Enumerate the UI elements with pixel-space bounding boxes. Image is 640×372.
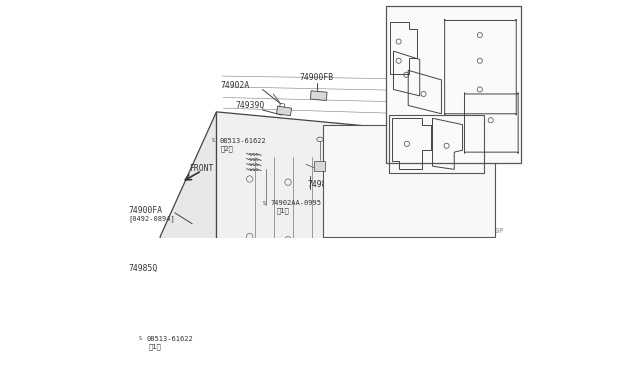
Text: 08513-61622: 08513-61622 <box>219 138 266 144</box>
Text: 74939Q: 74939Q <box>236 101 265 110</box>
Polygon shape <box>216 112 434 342</box>
Text: 74986M: 74986M <box>307 180 337 189</box>
Text: 〈1〉: 〈1〉 <box>276 208 289 214</box>
Text: 74900F: 74900F <box>402 149 431 158</box>
Text: 74900FB: 74900FB <box>300 74 333 83</box>
Text: 08513-61622: 08513-61622 <box>146 336 193 342</box>
Text: RF900P: RF900P <box>479 228 504 234</box>
Text: 74902F: 74902F <box>402 173 431 182</box>
Bar <box>276 106 292 116</box>
Text: 74901C: 74901C <box>476 109 504 118</box>
Text: 74902AA-0995: 74902AA-0995 <box>271 200 322 206</box>
Text: 74907M: 74907M <box>471 10 500 19</box>
Polygon shape <box>216 321 259 372</box>
Text: 74901G: 74901G <box>460 135 488 144</box>
Bar <box>310 91 327 100</box>
Text: 74902A: 74902A <box>221 80 250 90</box>
Text: 74985Q: 74985Q <box>128 264 157 273</box>
Bar <box>314 161 325 171</box>
Polygon shape <box>160 112 216 372</box>
Text: FRONT: FRONT <box>189 164 213 173</box>
Text: 74900FA: 74900FA <box>128 206 163 215</box>
Bar <box>323 125 495 237</box>
Text: S: S <box>211 138 214 143</box>
Text: S: S <box>138 336 141 341</box>
Text: [0492-0894]: [0492-0894] <box>128 215 175 222</box>
Text: [1193-0995]: [1193-0995] <box>402 158 449 164</box>
Text: FLOOR MAT: FLOOR MAT <box>390 12 438 20</box>
Text: （2）: （2） <box>221 145 234 152</box>
Bar <box>389 115 484 173</box>
Bar <box>387 6 521 163</box>
Text: 74900: 74900 <box>410 213 434 222</box>
Text: 74901: 74901 <box>390 173 415 182</box>
Text: 74910Q: 74910Q <box>394 13 424 22</box>
Text: （1）: （1） <box>148 343 161 350</box>
Text: [1193-0995]: [1193-0995] <box>402 138 449 145</box>
Text: 74982G: 74982G <box>402 130 431 139</box>
Text: S: S <box>263 201 266 206</box>
Text: [0492-0894]: [0492-0894] <box>402 182 449 189</box>
